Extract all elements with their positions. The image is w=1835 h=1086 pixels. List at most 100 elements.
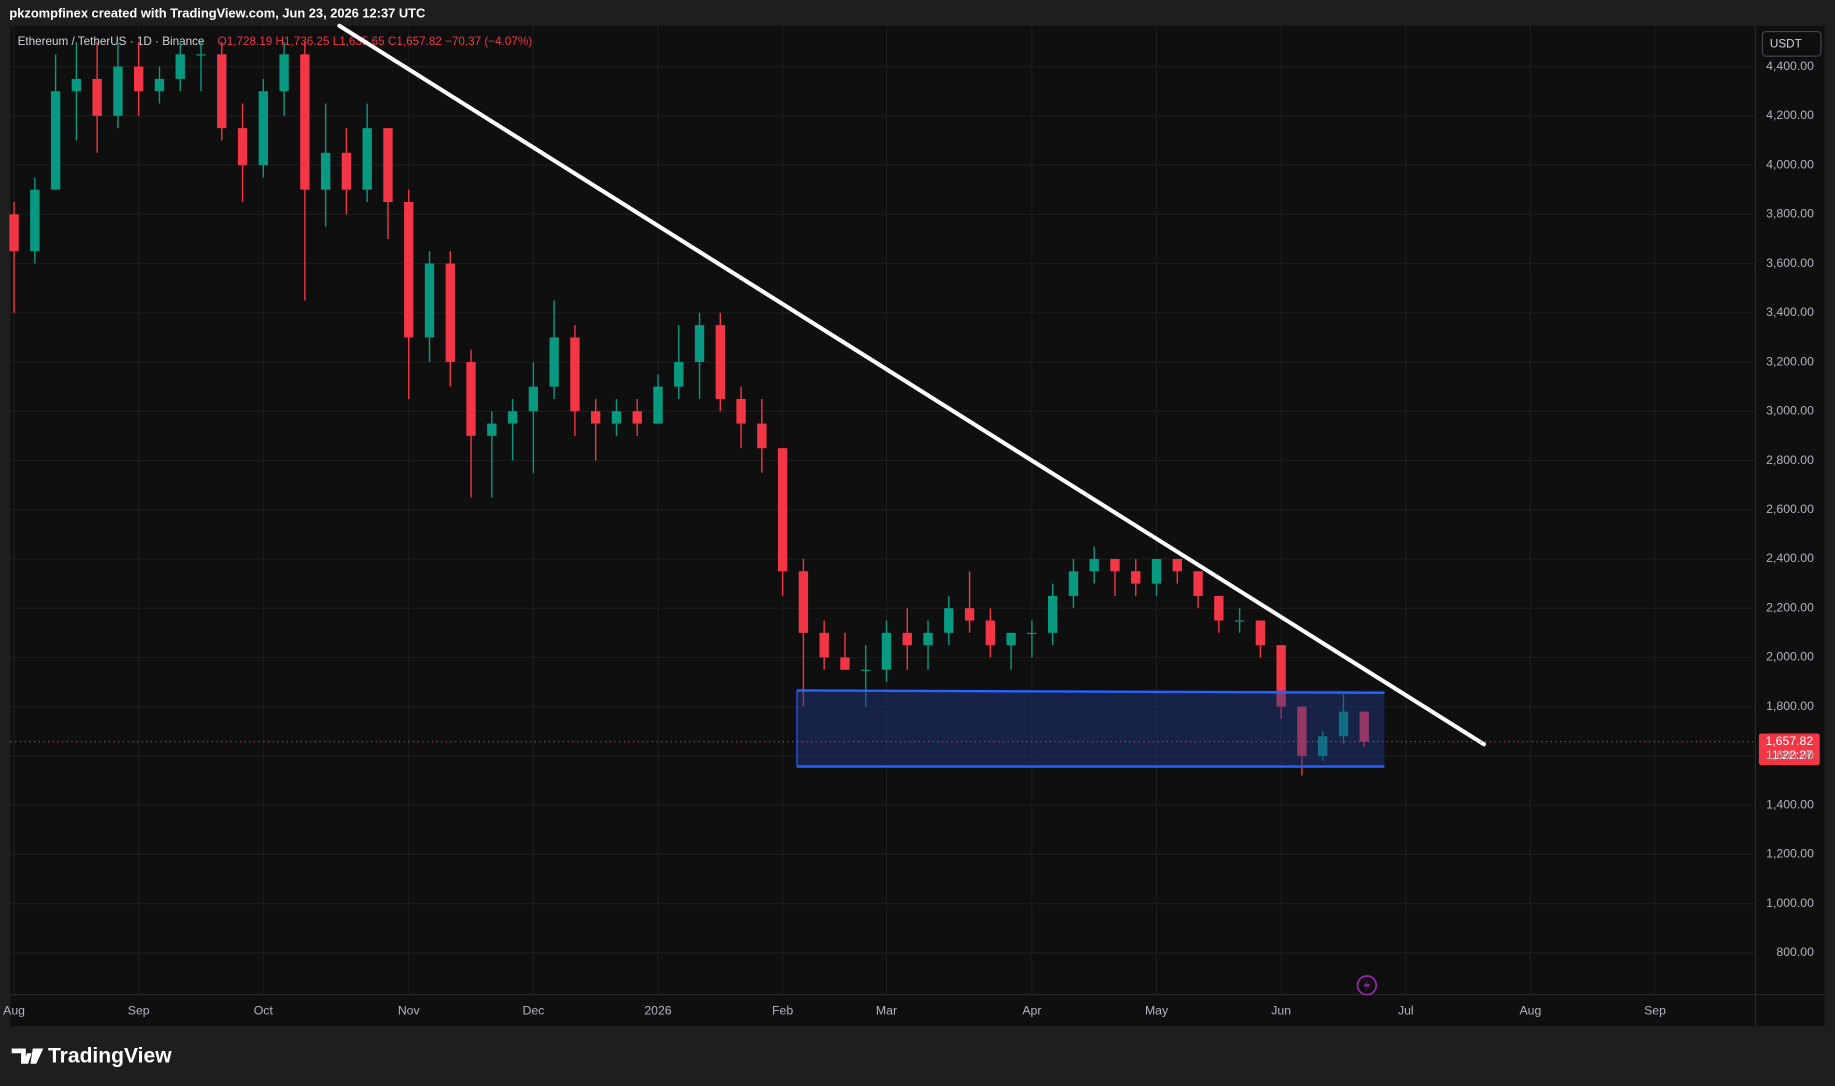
y-tick-label: 2,200.00	[1766, 600, 1814, 614]
candle-body	[320, 152, 331, 190]
symbol: Ethereum / TetherUS · 1D · Binance	[18, 35, 205, 48]
candle-body	[549, 337, 559, 387]
candle-body	[570, 337, 580, 412]
candle-body	[840, 657, 850, 670]
candle-body	[9, 214, 19, 252]
candle-body	[487, 423, 497, 436]
y-tick-label: 1,600.00	[1766, 748, 1814, 762]
candle-body	[466, 362, 476, 436]
y-tick-label: 3,200.00	[1766, 354, 1814, 368]
candle-body	[424, 263, 435, 338]
x-tick-label: Mar	[876, 1003, 897, 1017]
grid	[10, 25, 1756, 995]
chart-panel	[10, 25, 1825, 1027]
candle-body	[1193, 571, 1203, 596]
candle-body	[445, 263, 455, 363]
candle-body	[362, 128, 372, 190]
x-tick-label: Jun	[1271, 1003, 1291, 1017]
x-tick-label: Aug	[1520, 1003, 1542, 1017]
candle-body	[611, 411, 622, 424]
candle-body	[985, 620, 996, 646]
y-tick-label: 1,800.00	[1766, 699, 1814, 713]
candle-body	[404, 202, 414, 338]
x-tick-label: Nov	[398, 1003, 421, 1017]
candle-body	[715, 325, 725, 399]
candle-body	[694, 325, 705, 363]
y-tick-label: 800.00	[1776, 945, 1814, 959]
brand-logo: TradingView	[11, 1044, 172, 1067]
candle-body	[777, 448, 788, 572]
y-tick-label: 4,400.00	[1766, 59, 1814, 73]
candle-body	[653, 386, 663, 424]
y-tick-label: 3,600.00	[1766, 256, 1814, 270]
candle-body	[154, 78, 165, 92]
candle-body	[134, 66, 144, 92]
x-tick-label: Oct	[254, 1003, 274, 1017]
candle-body	[258, 91, 269, 166]
y-tick-label: 1,400.00	[1766, 797, 1814, 811]
trendline	[337, 23, 1486, 747]
candle-body	[383, 128, 393, 203]
x-tick-label: Aug	[3, 1003, 25, 1017]
candle-body	[736, 398, 746, 424]
candle-body	[1255, 620, 1266, 646]
candle-body	[196, 54, 206, 56]
candle-body	[507, 411, 518, 424]
y-tick-label: 2,600.00	[1766, 502, 1814, 516]
candle-body	[632, 411, 642, 424]
range-box	[796, 690, 1385, 767]
candle-body	[50, 91, 61, 190]
candle-body	[1359, 711, 1369, 742]
candle-body	[341, 152, 352, 190]
x-tick-label: Jul	[1398, 1003, 1414, 1017]
candle-body	[1027, 632, 1037, 635]
candle-body	[590, 411, 601, 424]
y-tick-label: 2,400.00	[1766, 551, 1814, 565]
y-tick-label: 1,200.00	[1766, 847, 1814, 861]
y-tick-label: 3,000.00	[1766, 404, 1814, 418]
x-tick-label: Feb	[772, 1003, 793, 1017]
y-tick-label: 4,000.00	[1766, 157, 1814, 171]
y-tick-label: 1,000.00	[1766, 896, 1814, 910]
x-tick-label: Dec	[522, 1003, 544, 1017]
y-tick-label: 2,000.00	[1766, 650, 1814, 664]
candle-body	[964, 608, 975, 621]
alert-icon[interactable]	[1356, 975, 1378, 996]
candle-body	[1297, 706, 1307, 756]
candle-body	[175, 54, 185, 79]
candle-body	[1338, 711, 1349, 737]
candle-body	[279, 54, 289, 92]
candle-body	[1214, 595, 1224, 621]
x-tick-label: Apr	[1022, 1003, 1041, 1017]
candle-body	[902, 632, 912, 646]
candles	[9, 41, 1369, 776]
y-tick-label: 3,400.00	[1766, 305, 1814, 319]
range-top	[796, 689, 1385, 694]
currency: USDT	[1770, 38, 1802, 51]
x-tick-label: May	[1145, 1003, 1169, 1017]
x-tick-label: Sep	[1644, 1003, 1666, 1017]
y-tick-label: 4,200.00	[1766, 108, 1814, 122]
candle-body	[881, 632, 892, 670]
candle-body	[944, 608, 954, 633]
candle-body	[798, 571, 809, 633]
candle-body	[1234, 620, 1245, 622]
candle-body	[1047, 595, 1058, 633]
countdown: 11:22:27	[1766, 748, 1813, 762]
last-price-box	[1758, 733, 1820, 766]
last-price-label: 1,657.82	[1765, 734, 1813, 748]
candle-body	[300, 54, 310, 190]
candle-body	[30, 189, 40, 252]
legend: Ethereum / TetherUS · 1D · Binance O1,72…	[18, 35, 533, 48]
y-tick-label: 3,800.00	[1766, 207, 1814, 221]
candle-body	[1276, 645, 1286, 707]
candle-body	[1089, 558, 1099, 572]
candle-body	[861, 669, 871, 671]
candle-body	[674, 362, 684, 387]
y-tick-label: 2,800.00	[1766, 453, 1814, 467]
candle-body	[1068, 571, 1079, 596]
currency-button[interactable]	[1761, 31, 1822, 57]
candle-body	[1151, 558, 1162, 584]
